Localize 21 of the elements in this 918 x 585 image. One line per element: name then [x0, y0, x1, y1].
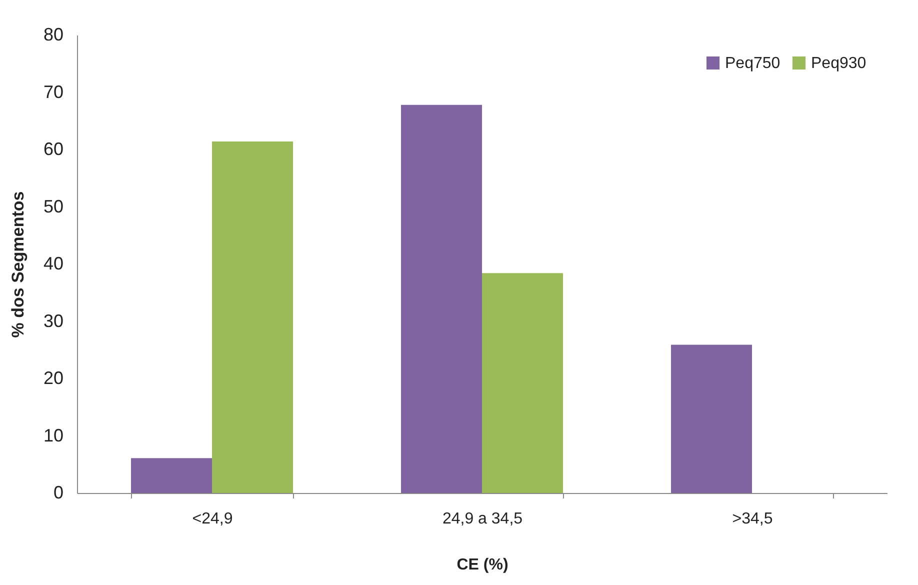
y-tick-label: 70	[43, 82, 64, 102]
legend-label: Peq750	[725, 55, 780, 72]
y-tick-label: 60	[43, 139, 64, 159]
x-axis-title: CE (%)	[456, 556, 508, 574]
bar	[671, 344, 752, 493]
y-axis-title: % dos Segmentos	[8, 191, 28, 338]
legend-label: Peq930	[811, 55, 866, 72]
bar	[482, 273, 563, 493]
bar	[131, 458, 212, 493]
y-tick-label: 30	[43, 310, 64, 331]
y-tick-label: 20	[43, 368, 64, 388]
y-tick-label: 80	[43, 24, 64, 44]
y-tick-label: 10	[43, 425, 64, 446]
bar	[401, 104, 482, 493]
x-tick-label: >34,5	[732, 510, 773, 528]
x-tick-label: <24,9	[192, 510, 233, 528]
y-tick-label: 40	[43, 254, 64, 274]
y-tick-label: 50	[43, 196, 64, 216]
y-tick-label: 0	[53, 482, 64, 502]
bar	[212, 141, 293, 493]
x-tick-label: 24,9 a 34,5	[442, 510, 523, 528]
